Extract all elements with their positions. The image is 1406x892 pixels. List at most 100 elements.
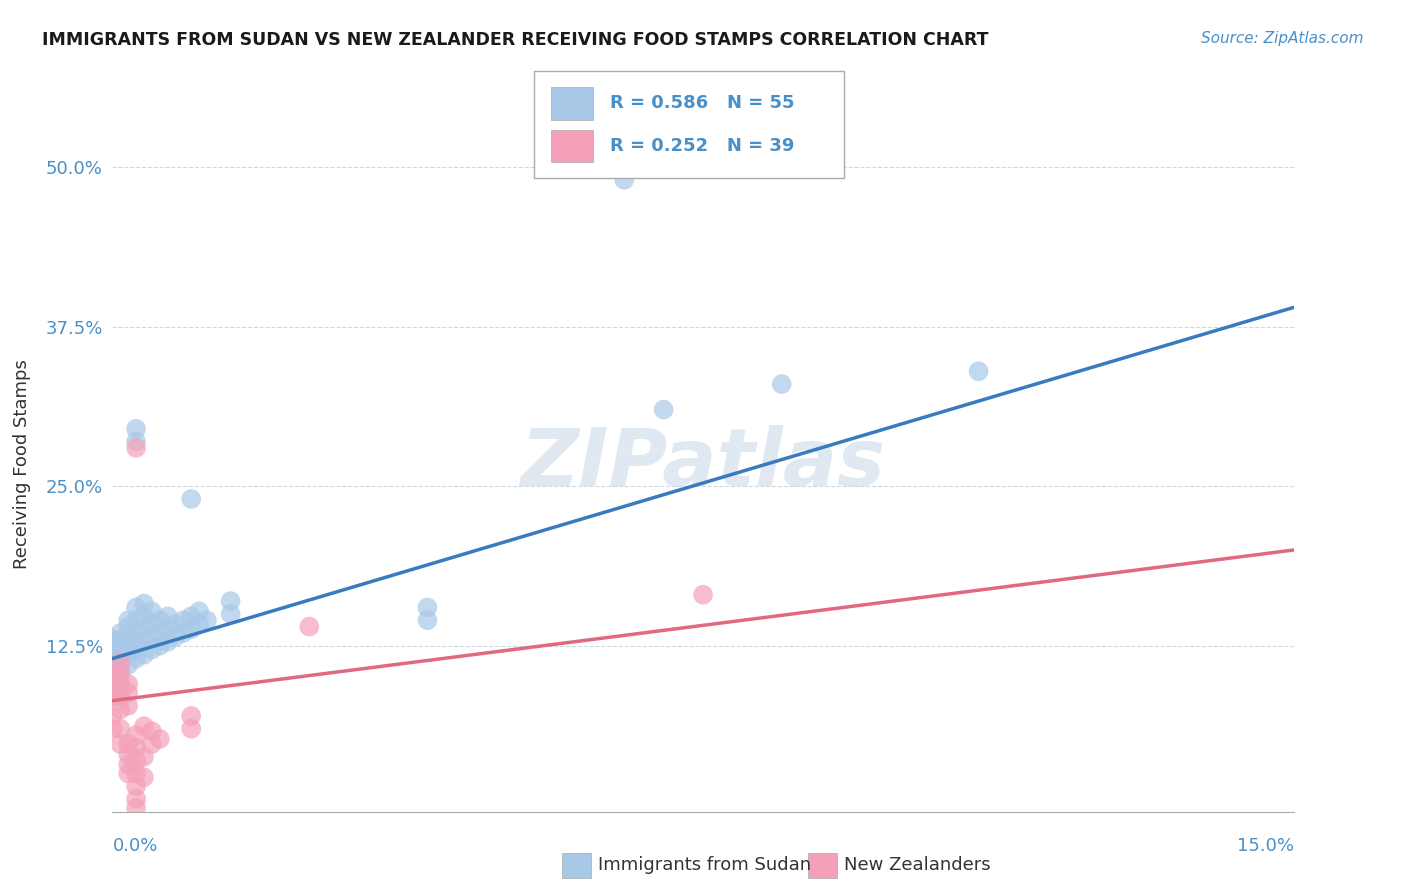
Point	[141, 630, 163, 644]
Text: IMMIGRANTS FROM SUDAN VS NEW ZEALANDER RECEIVING FOOD STAMPS CORRELATION CHART: IMMIGRANTS FROM SUDAN VS NEW ZEALANDER R…	[42, 31, 988, 49]
Point	[172, 613, 194, 627]
Point	[101, 671, 124, 685]
Point	[967, 364, 990, 378]
Point	[117, 757, 139, 772]
Text: R = 0.252   N = 39: R = 0.252 N = 39	[610, 137, 794, 155]
Point	[110, 626, 132, 640]
Point	[101, 709, 124, 723]
Point	[125, 434, 148, 449]
Point	[165, 617, 187, 632]
Point	[125, 728, 148, 742]
Point	[613, 173, 636, 187]
Point	[110, 722, 132, 736]
Point	[156, 622, 179, 636]
Point	[110, 681, 132, 695]
Point	[125, 651, 148, 665]
Point	[156, 635, 179, 649]
Point	[132, 597, 155, 611]
Point	[125, 635, 148, 649]
Point	[298, 619, 321, 633]
Point	[110, 656, 132, 670]
Point	[117, 639, 139, 653]
Text: 0.0%: 0.0%	[112, 837, 157, 855]
Point	[117, 737, 139, 751]
Text: ZIPatlas: ZIPatlas	[520, 425, 886, 503]
Point	[132, 770, 155, 784]
Point	[141, 642, 163, 657]
Point	[149, 639, 172, 653]
Point	[125, 626, 148, 640]
Text: 15.0%: 15.0%	[1236, 837, 1294, 855]
Point	[101, 683, 124, 698]
Point	[180, 722, 202, 736]
Point	[117, 619, 139, 633]
Point	[117, 747, 139, 762]
Point	[117, 645, 139, 659]
Point	[125, 779, 148, 793]
Point	[125, 766, 148, 780]
Point	[172, 626, 194, 640]
Point	[219, 594, 242, 608]
Point	[125, 600, 148, 615]
Point	[117, 632, 139, 647]
Point	[416, 600, 439, 615]
Point	[180, 491, 202, 506]
Point	[132, 609, 155, 624]
Point	[125, 422, 148, 436]
Point	[117, 766, 139, 780]
Point	[692, 588, 714, 602]
Point	[416, 613, 439, 627]
Point	[180, 709, 202, 723]
Point	[125, 740, 148, 755]
Point	[132, 719, 155, 733]
Point	[219, 607, 242, 621]
Text: New Zealanders: New Zealanders	[844, 856, 990, 874]
Point	[149, 626, 172, 640]
Point	[141, 724, 163, 739]
Point	[132, 635, 155, 649]
Point	[125, 441, 148, 455]
Point	[125, 792, 148, 806]
Point	[110, 632, 132, 647]
Text: Immigrants from Sudan: Immigrants from Sudan	[598, 856, 811, 874]
Text: Source: ZipAtlas.com: Source: ZipAtlas.com	[1201, 31, 1364, 46]
Point	[101, 690, 124, 704]
Point	[101, 677, 124, 691]
Point	[101, 632, 124, 647]
Point	[117, 613, 139, 627]
Point	[125, 642, 148, 657]
Point	[110, 737, 132, 751]
Point	[101, 639, 124, 653]
Point	[110, 690, 132, 704]
Point	[149, 613, 172, 627]
Point	[101, 722, 124, 736]
Point	[770, 377, 793, 392]
Point	[132, 749, 155, 764]
Point	[141, 617, 163, 632]
Point	[180, 609, 202, 624]
Point	[101, 651, 124, 665]
Point	[117, 677, 139, 691]
Point	[149, 731, 172, 746]
Point	[125, 754, 148, 768]
Point	[132, 622, 155, 636]
Point	[110, 665, 132, 679]
Point	[180, 622, 202, 636]
Point	[652, 402, 675, 417]
Point	[110, 651, 132, 665]
Point	[117, 686, 139, 700]
Point	[110, 665, 132, 679]
Point	[125, 801, 148, 815]
Point	[195, 613, 218, 627]
Text: R = 0.586   N = 55: R = 0.586 N = 55	[610, 95, 794, 112]
Point	[110, 703, 132, 717]
Y-axis label: Receiving Food Stamps: Receiving Food Stamps	[14, 359, 31, 569]
Point	[117, 657, 139, 672]
Point	[125, 613, 148, 627]
Point	[117, 698, 139, 713]
Point	[132, 648, 155, 662]
Point	[156, 609, 179, 624]
Point	[141, 737, 163, 751]
Point	[141, 604, 163, 618]
Point	[110, 673, 132, 688]
